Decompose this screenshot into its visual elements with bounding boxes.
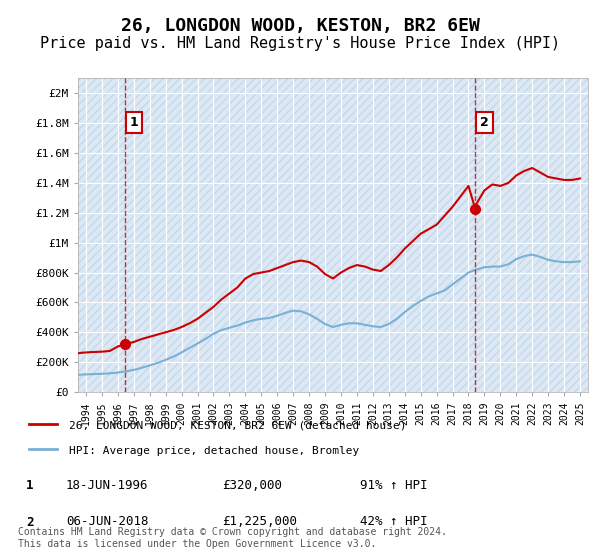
Text: 26, LONGDON WOOD, KESTON, BR2 6EW: 26, LONGDON WOOD, KESTON, BR2 6EW: [121, 17, 479, 35]
Text: 1: 1: [130, 116, 139, 129]
Text: Contains HM Land Registry data © Crown copyright and database right 2024.
This d: Contains HM Land Registry data © Crown c…: [18, 527, 447, 549]
Text: 1: 1: [26, 479, 34, 492]
Text: 2: 2: [26, 516, 34, 529]
Text: 26, LONGDON WOOD, KESTON, BR2 6EW (detached house): 26, LONGDON WOOD, KESTON, BR2 6EW (detac…: [69, 421, 406, 431]
Text: 06-JUN-2018: 06-JUN-2018: [66, 515, 149, 529]
Text: 91% ↑ HPI: 91% ↑ HPI: [360, 479, 427, 492]
Text: Price paid vs. HM Land Registry's House Price Index (HPI): Price paid vs. HM Land Registry's House …: [40, 36, 560, 52]
Text: £1,225,000: £1,225,000: [222, 515, 297, 529]
Text: £320,000: £320,000: [222, 479, 282, 492]
Text: 18-JUN-1996: 18-JUN-1996: [66, 479, 149, 492]
Text: HPI: Average price, detached house, Bromley: HPI: Average price, detached house, Brom…: [69, 446, 359, 456]
Text: 2: 2: [480, 116, 489, 129]
Text: 42% ↑ HPI: 42% ↑ HPI: [360, 515, 427, 529]
